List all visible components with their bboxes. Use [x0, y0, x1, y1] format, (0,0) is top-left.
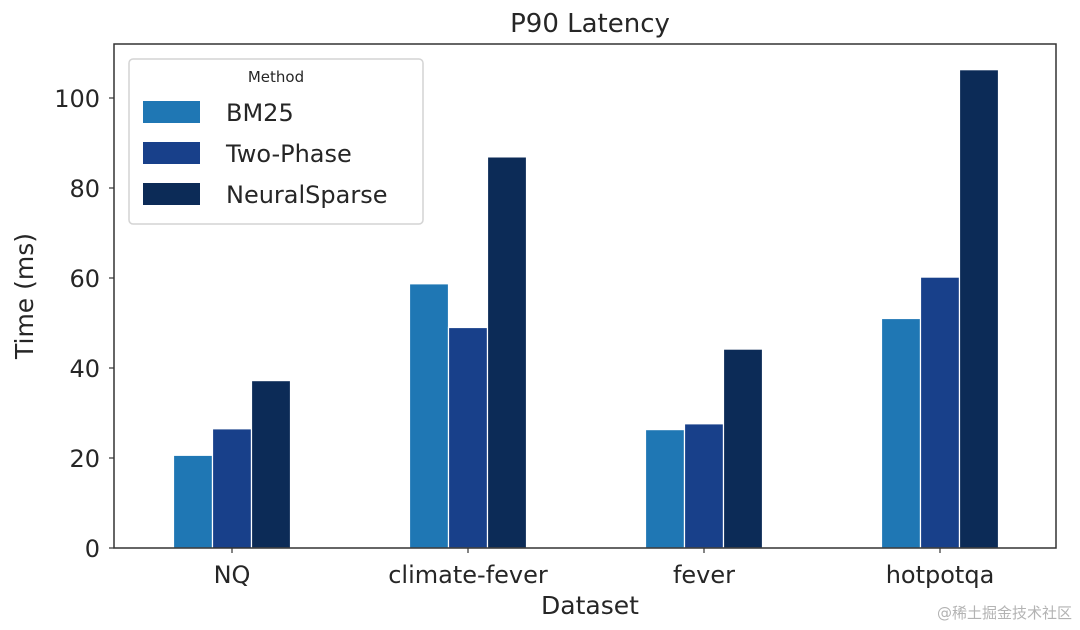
bar-two-phase-nq	[211, 428, 253, 549]
y-tick-label: 20	[69, 445, 100, 473]
bar-neuralsparse-hotpotqa	[958, 69, 1000, 549]
legend-label: BM25	[226, 99, 294, 127]
y-tick-label: 0	[85, 535, 100, 563]
legend-swatch	[143, 142, 200, 164]
bar-two-phase-fever	[683, 423, 725, 549]
bar-bm25-hotpotqa	[880, 317, 922, 549]
bar-neuralsparse-nq	[250, 380, 292, 549]
bars	[172, 69, 1000, 549]
x-axis-label: Dataset	[541, 591, 639, 620]
bar-bm25-climate-fever	[408, 283, 450, 549]
y-tick-label: 40	[69, 355, 100, 383]
watermark: @稀土掘金技术社区	[937, 604, 1072, 622]
y-axis-ticks: 0 20 40 60 80 100	[54, 85, 114, 563]
bar-neuralsparse-fever	[722, 348, 764, 549]
bar-two-phase-climate-fever	[447, 326, 489, 549]
bar-bm25-fever	[644, 429, 686, 549]
bar-neuralsparse-climate-fever	[486, 156, 528, 549]
y-axis-label: Time (ms)	[10, 233, 39, 360]
plot-area-frame	[113, 43, 1057, 549]
y-tick-label: 80	[69, 175, 100, 203]
legend-swatch	[143, 101, 200, 123]
x-tick-label: fever	[673, 561, 735, 589]
y-tick-label: 100	[54, 85, 100, 113]
x-tick-label: hotpotqa	[886, 561, 995, 589]
legend-title: Method	[248, 68, 304, 86]
bar-bm25-nq	[172, 454, 214, 549]
x-axis-ticks: NQ climate-fever fever hotpotqa	[214, 548, 995, 589]
x-tick-label: climate-fever	[388, 561, 548, 589]
y-tick-label: 60	[69, 265, 100, 293]
legend-box	[128, 58, 424, 225]
legend-label: NeuralSparse	[226, 181, 387, 209]
legend: Method BM25 Two-Phase NeuralSparse	[128, 58, 424, 225]
x-tick-label: NQ	[214, 561, 251, 589]
legend-swatch	[143, 183, 200, 205]
bar-two-phase-hotpotqa	[919, 276, 961, 549]
legend-label: Two-Phase	[225, 140, 352, 168]
chart-title: P90 Latency	[510, 9, 670, 39]
